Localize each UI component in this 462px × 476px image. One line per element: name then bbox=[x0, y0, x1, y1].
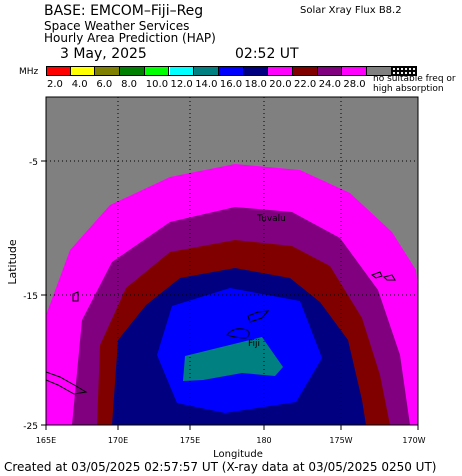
legend-label: 4.0 bbox=[71, 79, 88, 90]
prediction-time: 02:52 UT bbox=[235, 46, 299, 62]
solar-flux-label: Solar Xray Flux B8.2 bbox=[300, 5, 402, 16]
base-title: BASE: EMCOM–Fiji–Reg bbox=[44, 3, 204, 19]
latitude-axis-title: Latitude bbox=[6, 239, 19, 285]
lat-tick-label: -25 bbox=[23, 422, 38, 432]
legend-label: 6.0 bbox=[96, 79, 113, 90]
legend-swatch bbox=[268, 67, 293, 76]
longitude-axis-title: Longitude bbox=[213, 449, 263, 460]
legend-border bbox=[46, 66, 417, 76]
legend-label: 14.0 bbox=[195, 79, 218, 90]
legend-swatch bbox=[95, 67, 121, 76]
zone-14mhz bbox=[183, 337, 283, 381]
footer-created: Created at 03/05/2025 02:57:57 UT (X-ray… bbox=[4, 460, 437, 474]
tuvalu-label: Tuvalu bbox=[256, 214, 286, 224]
lat-tick-label: -5 bbox=[29, 158, 38, 168]
legend-swatch bbox=[194, 67, 219, 76]
legend-label: 2.0 bbox=[47, 79, 63, 90]
fiji-label: Fiji bbox=[248, 339, 260, 349]
axis-ticks bbox=[41, 160, 419, 430]
lon-tick-label: 170E bbox=[108, 436, 128, 445]
lon-tick-label: 170W bbox=[402, 436, 425, 445]
no-freq-label-2: high absorption bbox=[373, 84, 444, 94]
western-island-outline bbox=[46, 371, 88, 395]
legend-label: 8.0 bbox=[121, 79, 137, 90]
samoa-outline bbox=[370, 271, 396, 281]
legend-unit: MHz bbox=[19, 67, 39, 77]
legend-label: 20.0 bbox=[269, 79, 292, 90]
legend-swatch bbox=[218, 67, 244, 76]
lon-tick-label: 180 bbox=[256, 436, 271, 445]
org-name: Space Weather Services bbox=[44, 19, 190, 33]
legend-label: 12.0 bbox=[170, 79, 193, 90]
product-name: Hourly Area Prediction (HAP) bbox=[44, 31, 216, 45]
legend-label: 28.0 bbox=[343, 79, 366, 90]
lon-tick-label: 175W bbox=[329, 436, 352, 445]
map-frame bbox=[45, 96, 419, 426]
fiji-island-outline bbox=[226, 328, 250, 339]
lon-tick-label: 175E bbox=[180, 436, 200, 445]
legend-label: 24.0 bbox=[318, 79, 341, 90]
lat-tick-label: -15 bbox=[23, 292, 38, 302]
legend-label: 22.0 bbox=[294, 79, 317, 90]
lon-tick-label: 165E bbox=[36, 436, 56, 445]
legend-swatch bbox=[293, 67, 318, 76]
legend-swatch bbox=[169, 67, 195, 76]
vanua-levu-outline bbox=[247, 310, 270, 323]
legend-label: 16.0 bbox=[219, 79, 243, 90]
legend-swatch bbox=[243, 67, 269, 76]
legend-swatch bbox=[70, 67, 96, 76]
legend-swatch bbox=[342, 67, 368, 76]
legend-swatch bbox=[144, 67, 170, 76]
legend-label: 18.0 bbox=[244, 79, 267, 90]
legend-swatch bbox=[317, 67, 343, 76]
legend-swatch bbox=[46, 67, 71, 76]
no-freq-label-1: no suitable freq or bbox=[373, 74, 456, 84]
small-island-west bbox=[72, 291, 79, 302]
legend-label: 10.0 bbox=[145, 79, 169, 90]
legend-swatch bbox=[367, 67, 392, 76]
legend-swatch bbox=[120, 67, 145, 76]
prediction-date: 3 May, 2025 bbox=[60, 46, 147, 62]
map-grid bbox=[46, 97, 418, 425]
